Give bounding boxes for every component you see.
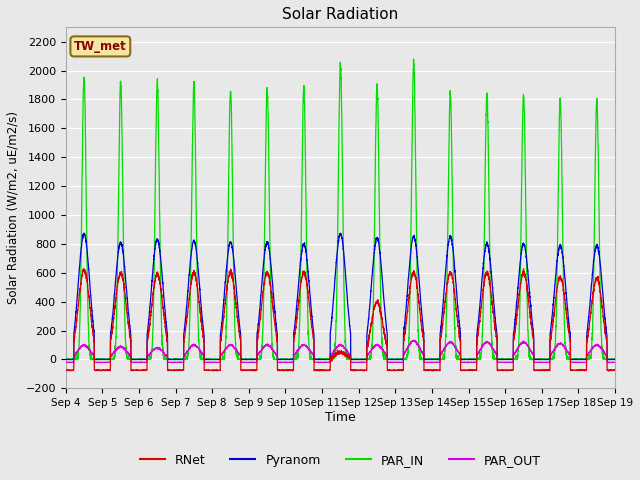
Y-axis label: Solar Radiation (W/m2, uE/m2/s): Solar Radiation (W/m2, uE/m2/s): [7, 111, 20, 304]
Text: TW_met: TW_met: [74, 40, 127, 53]
Title: Solar Radiation: Solar Radiation: [282, 7, 399, 22]
Legend: RNet, Pyranom, PAR_IN, PAR_OUT: RNet, Pyranom, PAR_IN, PAR_OUT: [134, 449, 546, 472]
X-axis label: Time: Time: [325, 411, 356, 424]
